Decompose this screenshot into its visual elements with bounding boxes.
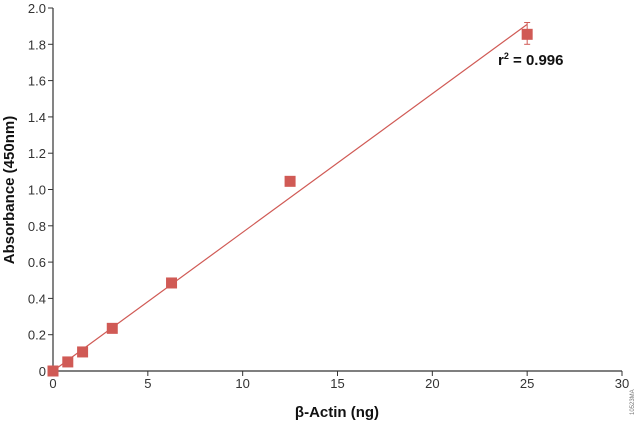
data-point — [166, 277, 178, 289]
y-tick-label: 1.6 — [28, 74, 46, 89]
axes: 0 5 10 15 20 25 30 0 0.2 0.4 0.6 0.8 1.0 1.2 1.4 1.6 1.8… — [28, 1, 629, 391]
y-tick-label: 0 — [39, 364, 46, 379]
y-tick-label: 2.0 — [28, 1, 46, 16]
y-tick-label: 1.4 — [28, 110, 46, 125]
y-tick-label: 1.2 — [28, 146, 46, 161]
data-point — [47, 365, 59, 377]
data-point — [106, 322, 118, 334]
y-tick-label: 0.4 — [28, 291, 46, 306]
watermark: 10523MA — [630, 389, 636, 415]
data-point — [284, 175, 296, 187]
data-point — [77, 346, 89, 358]
fit-line — [52, 23, 528, 372]
y-tick-label: 1.8 — [28, 37, 46, 52]
x-tick-label: 10 — [235, 376, 249, 391]
x-tick-label: 15 — [330, 376, 344, 391]
y-tick-label: 1.0 — [28, 183, 46, 198]
y-axis-label: Absorbance (450nm) — [1, 116, 18, 264]
r-squared-annotation: r2 = 0.996 — [498, 51, 564, 69]
marks — [47, 22, 533, 377]
y-tick-label: 0.6 — [28, 255, 46, 270]
x-tick-label: 30 — [615, 376, 629, 391]
y-tick-label: 0.8 — [28, 219, 46, 234]
x-tick-label: 0 — [49, 376, 56, 391]
x-axis-label: β-Actin (ng) — [295, 404, 379, 421]
data-point — [521, 28, 533, 40]
x-tick-label: 25 — [520, 376, 534, 391]
x-tick-label: 20 — [425, 376, 439, 391]
y-tick-label: 0.2 — [28, 328, 46, 343]
data-point — [62, 356, 74, 368]
x-tick-label: 5 — [144, 376, 151, 391]
